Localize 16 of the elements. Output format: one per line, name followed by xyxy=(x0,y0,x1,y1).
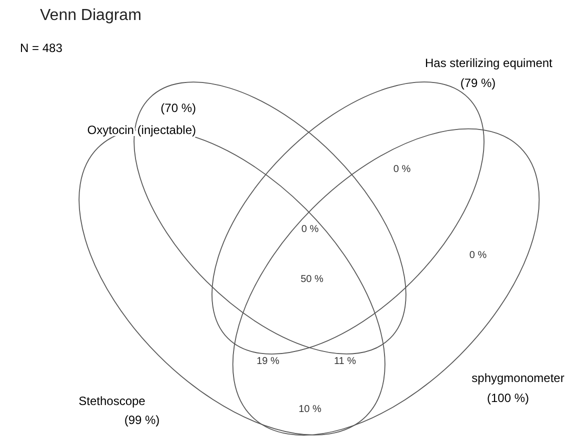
text: 0 % xyxy=(301,224,319,235)
text: 11 % xyxy=(334,356,356,367)
category-label: sphygmonometer xyxy=(472,371,564,385)
category-label: Stethoscope xyxy=(78,394,146,408)
data-label: (100 %) xyxy=(486,391,530,405)
data-label: (79 %) xyxy=(460,76,496,90)
text: Venn Diagram xyxy=(40,7,142,24)
data-label: (70 %) xyxy=(160,101,196,115)
text: 50 % xyxy=(300,274,324,285)
text: 0 % xyxy=(469,250,487,261)
category-label: Has sterilizing equiment xyxy=(425,56,554,70)
text: N = 483 xyxy=(20,41,63,55)
text: 10 % xyxy=(298,404,322,415)
text: 19 % xyxy=(256,356,280,367)
text: 0 % xyxy=(393,164,411,175)
data-label: (99 %) xyxy=(124,413,160,427)
